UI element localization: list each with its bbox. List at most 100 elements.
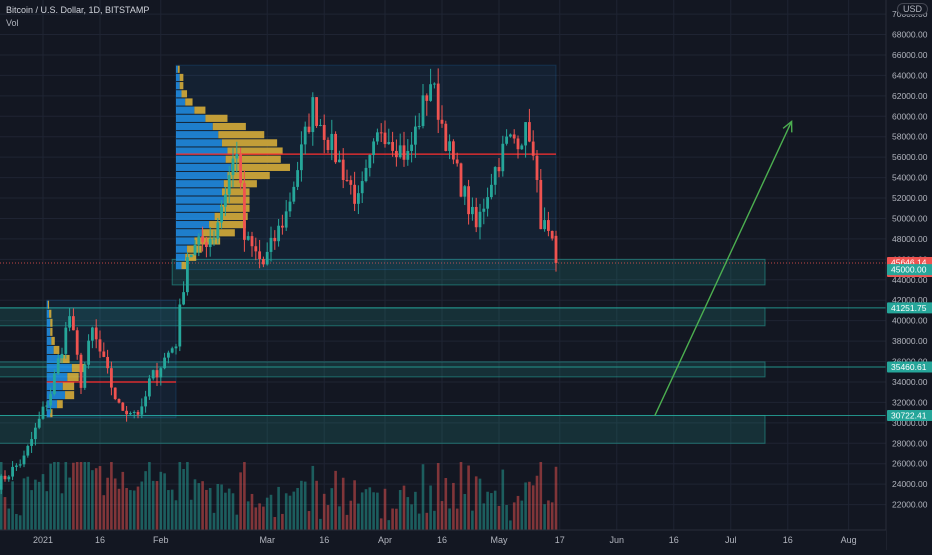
candle-body (102, 351, 106, 357)
candle-body (72, 316, 75, 331)
y-tick-label: 28000.00 (892, 438, 928, 448)
volume-bar (64, 462, 68, 530)
volume-bar (440, 501, 444, 530)
volume-bar (501, 469, 505, 530)
candle-body (197, 236, 201, 245)
volume-bar (83, 462, 87, 530)
candle-body (353, 184, 356, 204)
volume-bar (417, 513, 421, 530)
volume-bar (224, 492, 227, 530)
candle-body (436, 83, 440, 120)
volume-bar (159, 471, 163, 530)
volume-bar (368, 487, 372, 530)
profile-row-down (49, 309, 52, 318)
volume-bar (87, 462, 90, 530)
level-lines (0, 262, 886, 416)
volume-bar (554, 466, 558, 530)
volume-bar (505, 504, 508, 530)
candle-body (18, 464, 22, 466)
volume-bar (349, 500, 353, 530)
candle-body (319, 124, 322, 126)
x-tick-label: Mar (259, 535, 275, 545)
candle-body (471, 206, 474, 215)
candle-body (163, 357, 166, 369)
candle-body (243, 183, 246, 240)
volume-bar (148, 462, 151, 530)
volume-bar (463, 493, 467, 530)
y-tick-label: 54000.00 (892, 173, 928, 183)
candle-body (341, 159, 345, 180)
y-tick-label: 36000.00 (892, 357, 928, 367)
volume-bar (482, 503, 486, 530)
candle-body (452, 141, 455, 160)
y-tick-label: 24000.00 (892, 479, 928, 489)
candle-body (167, 352, 170, 358)
candle-body (68, 316, 71, 328)
volume-bar (281, 513, 284, 530)
candle-body (117, 399, 121, 403)
candle-body (376, 132, 379, 142)
candle-body (425, 95, 429, 101)
candle-body (440, 119, 444, 124)
candle-body (26, 445, 30, 456)
volume-bar (155, 481, 159, 530)
profile-row-up (46, 391, 66, 400)
volume-bar (288, 495, 292, 530)
volume-bar (273, 517, 277, 530)
volume-bar (421, 464, 425, 530)
profile-row-up (176, 82, 180, 90)
volume-bar (75, 462, 79, 530)
x-tick-label: Jul (725, 535, 737, 545)
volume-bar (531, 485, 535, 530)
candle-body (368, 155, 372, 168)
y-tick-label: 26000.00 (892, 459, 928, 469)
candle-body (520, 145, 524, 150)
candle-body (543, 220, 546, 230)
profile-row-down (194, 237, 221, 245)
price-label-text: 35460.61 (891, 362, 927, 372)
candle-body (148, 378, 151, 397)
volume-bar (193, 479, 197, 530)
volume-bar (311, 465, 315, 530)
candle-body (3, 475, 7, 480)
profile-row-up (176, 171, 228, 180)
volume-bar (452, 482, 455, 530)
candle-body (402, 145, 406, 160)
support-zone (0, 361, 766, 378)
x-tick-label: 16 (669, 535, 679, 545)
volume-bar (0, 462, 3, 530)
volume-bar (455, 508, 459, 530)
volume-bar (330, 488, 334, 530)
volume-bar (91, 470, 94, 530)
candle-body (201, 236, 204, 243)
volume-bar (205, 489, 208, 530)
volume-bar (490, 493, 493, 530)
y-tick-label: 22000.00 (892, 500, 928, 510)
y-tick-label: 58000.00 (892, 132, 928, 142)
candle-body (60, 353, 64, 359)
candle-body (311, 97, 315, 133)
projection-arrow-line (654, 121, 793, 416)
volume-bar (163, 473, 166, 530)
x-tick-label: 16 (437, 535, 447, 545)
volume-bar (478, 478, 482, 530)
volume-bar (509, 520, 512, 530)
y-tick-label: 60000.00 (892, 111, 928, 121)
volume-bar (117, 488, 121, 530)
volume-bar (334, 470, 337, 530)
price-label-text: 30722.41 (891, 410, 927, 420)
candle-body (125, 410, 128, 415)
y-tick-label: 68000.00 (892, 30, 928, 40)
profile-row-down (177, 65, 180, 73)
candle-body (83, 364, 87, 388)
profile-row-down (220, 204, 250, 212)
profile-row-up (46, 300, 48, 309)
candle-body (159, 368, 163, 378)
profile-row-up (176, 180, 224, 188)
volume-bar (448, 508, 451, 530)
currency-selector[interactable]: USD (896, 3, 928, 15)
candle-body (524, 122, 527, 146)
profile-row-up (176, 188, 222, 196)
